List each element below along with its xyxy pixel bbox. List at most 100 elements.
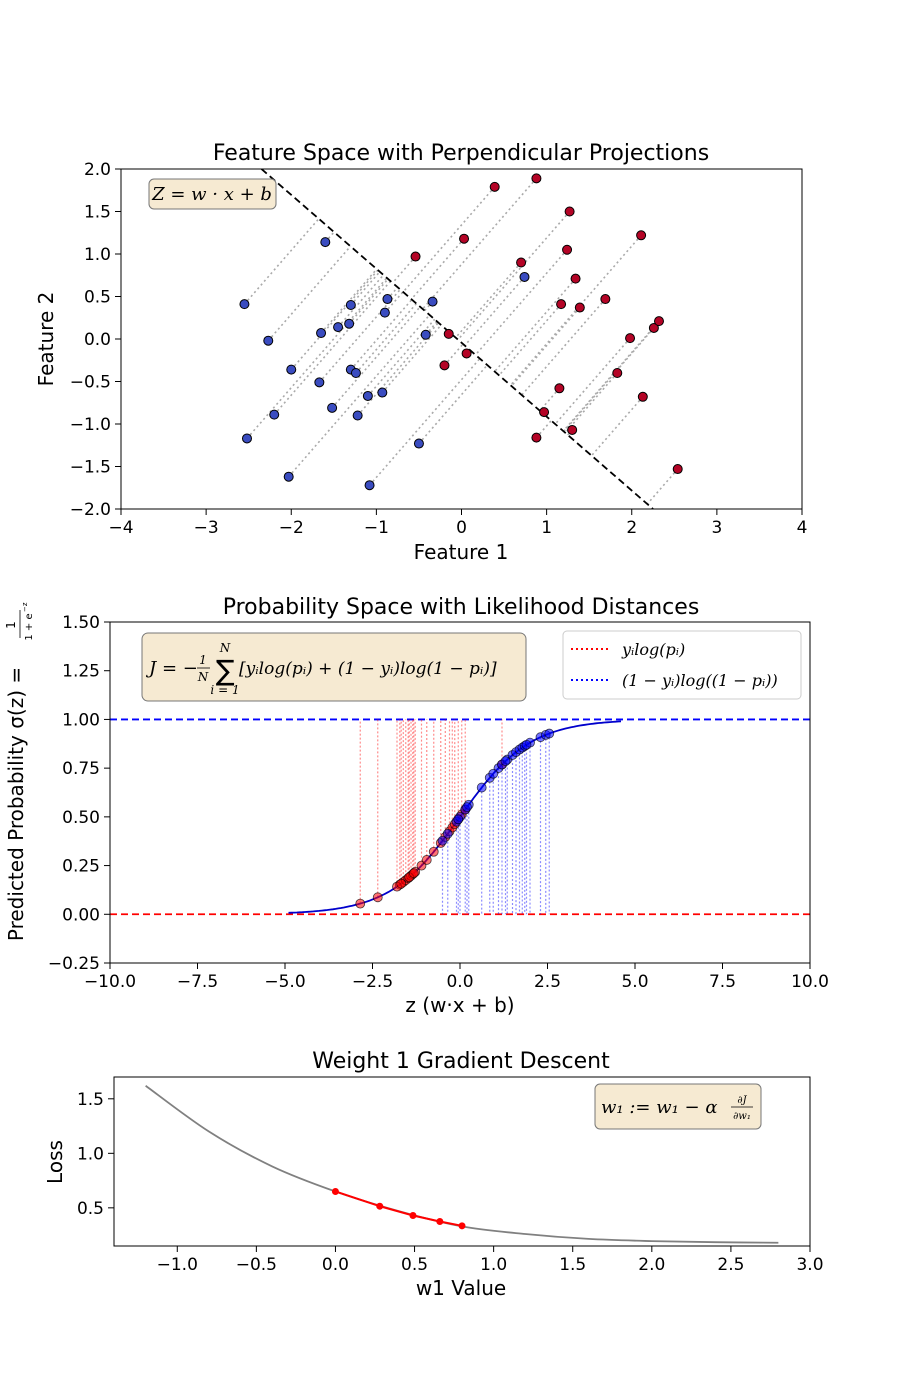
- projection-line: [392, 256, 417, 284]
- y-tick-label: −1.5: [70, 458, 111, 478]
- feature-point: [327, 402, 338, 413]
- feature-point: [519, 271, 530, 282]
- feature-point: [562, 244, 573, 255]
- projection-line: [422, 177, 538, 310]
- x-tick-label: 2.5: [717, 1255, 744, 1275]
- projection-line: [402, 186, 496, 293]
- feature-point: [377, 387, 388, 398]
- x-tick-label: −0.5: [236, 1255, 277, 1275]
- descent-step-point: [331, 1187, 339, 1195]
- feature-point: [489, 181, 500, 192]
- x-axis-ticks: −4 −3 −2 −1 0 1 2 3 4: [108, 509, 807, 538]
- feature-point: [379, 307, 390, 318]
- projection-line: [535, 420, 552, 439]
- legend-label-red: yᵢlog(pᵢ): [621, 640, 685, 659]
- y-tick-label: 0.25: [62, 857, 100, 877]
- projection-line: [509, 234, 642, 386]
- svg-text:i = 1: i = 1: [210, 683, 239, 697]
- feature-space-title: Feature Space with Perpendicular Project…: [213, 141, 709, 166]
- descent-step-point: [458, 1222, 466, 1230]
- feature-point: [556, 299, 567, 310]
- feature-point: [637, 391, 648, 402]
- probability-point: [372, 892, 383, 903]
- probability-point: [500, 756, 511, 767]
- x-tick-label: −3: [194, 518, 219, 538]
- probability-point: [453, 814, 464, 825]
- x-axis-label: Feature 1: [414, 540, 509, 564]
- y-tick-label: 1.50: [62, 613, 100, 633]
- feature-point: [316, 328, 327, 339]
- feature-point: [564, 206, 575, 217]
- feature-point: [362, 390, 373, 401]
- x-tick-label: 2.5: [534, 972, 561, 992]
- x-tick-label: −10.0: [84, 972, 136, 992]
- feature-point: [648, 322, 659, 333]
- x-axis-label-2: z (w·x + b): [405, 993, 514, 1017]
- projection-line: [410, 238, 465, 300]
- probability-point: [488, 768, 499, 779]
- feature-point: [283, 471, 294, 482]
- svg-text:Predicted Probability σ(z) =: Predicted Probability σ(z) =: [4, 667, 28, 941]
- svg-text:∂J: ∂J: [737, 1095, 747, 1106]
- probability-point: [462, 802, 472, 813]
- gradient-descent-title: Weight 1 Gradient Descent: [312, 1049, 610, 1074]
- projection-line: [246, 277, 388, 439]
- probability-space-panel: Probability Space with Likelihood Distan…: [4, 595, 829, 1017]
- projection-lines: [243, 177, 679, 505]
- feature-point: [516, 257, 527, 268]
- x-axis-ticks-2: −10.0 −7.5 −5.0 −2.5 0.0 2.5 5.0 7.5 10.0: [84, 963, 829, 992]
- feature-points: [239, 173, 683, 491]
- gradient-descent-panel: Weight 1 Gradient Descent −1.0 −0.5 0.0 0.5…: [43, 1049, 824, 1300]
- feature-point: [574, 302, 585, 313]
- projection-line: [498, 303, 562, 376]
- x-tick-label: 0.0: [322, 1255, 349, 1275]
- projection-line: [562, 320, 660, 432]
- probability-point: [355, 898, 366, 909]
- equation-text: Z = w · x + b: [151, 184, 272, 205]
- projection-line: [324, 231, 335, 243]
- feature-point: [263, 335, 274, 346]
- feature-point: [653, 316, 664, 327]
- descent-step-points: [331, 1187, 466, 1230]
- feature-point: [531, 432, 542, 443]
- x-tick-label: −7.5: [177, 972, 218, 992]
- x-tick-label: −2.5: [352, 972, 393, 992]
- descent-step-point: [376, 1202, 384, 1210]
- projection-line: [455, 261, 522, 339]
- descent-step-point: [409, 1211, 417, 1219]
- feature-point: [439, 360, 450, 371]
- x-axis-ticks-3: −1.0 −0.5 0.0 0.5 1.0 1.5 2.0 2.5 3.0: [157, 1246, 824, 1275]
- probability-point: [476, 782, 487, 793]
- feature-point: [320, 237, 331, 248]
- y-axis-ticks: 2.0 1.5 1.0 0.5 0.0 −0.5 −1.0 −1.5 −2.0: [70, 160, 121, 520]
- feature-point: [636, 230, 647, 241]
- equation-box: Z = w · x + b: [148, 178, 277, 210]
- loss-equation-box: J = − 1 N N ∑ i = 1 [yᵢlog(pᵢ) + (1 − yᵢ…: [141, 632, 527, 702]
- x-tick-label: 2.0: [638, 1255, 665, 1275]
- feature-point: [286, 364, 297, 375]
- projection-line: [318, 288, 401, 383]
- feature-point: [350, 368, 361, 378]
- y-tick-label: 1.5: [77, 1090, 104, 1110]
- reference-lines: [110, 718, 810, 916]
- y-tick-label: 0.5: [77, 1199, 104, 1219]
- projection-line: [510, 307, 581, 387]
- projection-line: [424, 301, 434, 312]
- feature-point: [352, 410, 363, 421]
- svg-text:w₁ := w₁ − α: w₁ := w₁ − α: [601, 1097, 718, 1118]
- x-tick-label: 10.0: [791, 972, 829, 992]
- exp-minus-z: −z: [21, 602, 29, 612]
- x-tick-label: 1.5: [559, 1255, 586, 1275]
- x-axis-label-3: w1 Value: [416, 1276, 506, 1300]
- svg-text:∂w₁: ∂w₁: [733, 1111, 751, 1122]
- feature-point: [461, 348, 472, 359]
- y-axis-ticks-3: 1.5 1.0 0.5: [77, 1090, 114, 1219]
- x-tick-label: 1.0: [480, 1255, 507, 1275]
- y-tick-label: 0.50: [62, 808, 100, 828]
- projection-line: [355, 303, 418, 374]
- probability-point: [408, 868, 419, 879]
- feature-point: [241, 433, 252, 444]
- projection-line: [288, 314, 431, 478]
- svg-text:J = −: J = −: [145, 658, 198, 679]
- svg-text:N: N: [219, 641, 231, 655]
